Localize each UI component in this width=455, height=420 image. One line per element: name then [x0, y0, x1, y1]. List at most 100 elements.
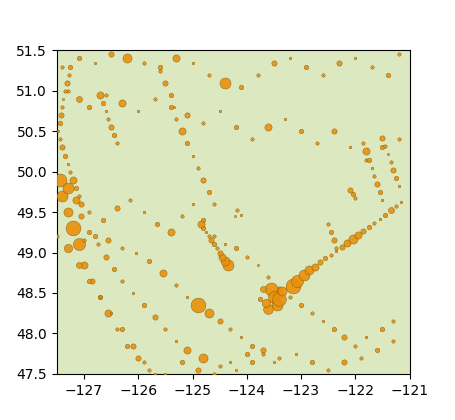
- Point: [259, 350, 267, 357]
- Point: [292, 350, 299, 357]
- Point: [211, 233, 218, 240]
- Point: [270, 59, 278, 66]
- Point: [99, 217, 106, 223]
- Point: [151, 314, 158, 320]
- Point: [211, 201, 218, 207]
- Point: [293, 278, 300, 284]
- Point: [162, 79, 169, 86]
- Point: [265, 273, 272, 280]
- Point: [129, 342, 136, 349]
- Point: [371, 172, 378, 179]
- Point: [376, 189, 383, 195]
- Point: [389, 338, 397, 345]
- Point: [327, 229, 334, 236]
- Point: [381, 211, 389, 218]
- Point: [64, 160, 71, 167]
- Point: [352, 55, 359, 62]
- Point: [96, 294, 104, 300]
- Point: [200, 225, 207, 232]
- Point: [389, 167, 397, 173]
- Point: [72, 184, 80, 191]
- Point: [349, 191, 356, 198]
- Point: [205, 233, 212, 240]
- Point: [118, 278, 126, 284]
- Point: [105, 237, 112, 244]
- Point: [113, 140, 120, 147]
- Point: [75, 241, 82, 248]
- Point: [211, 370, 218, 377]
- Point: [346, 187, 354, 194]
- Point: [81, 237, 88, 244]
- Point: [78, 213, 85, 220]
- Point: [243, 253, 250, 260]
- Point: [56, 120, 63, 126]
- Point: [118, 100, 126, 106]
- Point: [70, 225, 77, 232]
- Point: [316, 259, 324, 265]
- Point: [360, 140, 367, 147]
- Point: [59, 192, 66, 199]
- Point: [102, 92, 109, 98]
- Point: [59, 144, 66, 151]
- Point: [222, 79, 229, 86]
- Point: [248, 358, 256, 365]
- Point: [243, 350, 250, 357]
- Point: [124, 55, 131, 62]
- Point: [178, 358, 185, 365]
- Point: [368, 63, 375, 70]
- Point: [211, 241, 218, 248]
- Point: [86, 278, 93, 284]
- Point: [64, 87, 71, 94]
- Point: [371, 219, 378, 226]
- Point: [140, 209, 147, 215]
- Point: [110, 265, 117, 272]
- Point: [86, 229, 93, 236]
- Point: [94, 241, 101, 248]
- Point: [194, 366, 202, 373]
- Point: [379, 144, 386, 151]
- Point: [327, 252, 334, 258]
- Point: [216, 362, 223, 369]
- Point: [227, 358, 234, 365]
- Point: [213, 245, 221, 252]
- Point: [172, 281, 180, 288]
- Point: [60, 96, 67, 102]
- Point: [59, 63, 66, 70]
- Point: [330, 326, 337, 333]
- Point: [276, 286, 283, 292]
- Point: [65, 71, 72, 78]
- Point: [231, 213, 238, 220]
- Point: [259, 286, 267, 292]
- Point: [99, 100, 106, 106]
- Point: [172, 55, 180, 62]
- Point: [89, 278, 96, 284]
- Point: [75, 55, 82, 62]
- Point: [308, 310, 315, 317]
- Point: [368, 164, 375, 171]
- Point: [395, 136, 402, 143]
- Point: [200, 176, 207, 183]
- Point: [346, 144, 354, 151]
- Point: [338, 244, 345, 250]
- Point: [64, 209, 71, 215]
- Point: [162, 326, 169, 333]
- Point: [305, 267, 313, 274]
- Point: [154, 221, 161, 228]
- Point: [178, 213, 185, 220]
- Point: [172, 338, 180, 345]
- Point: [205, 189, 212, 195]
- Point: [110, 132, 117, 139]
- Point: [379, 326, 386, 333]
- Point: [333, 247, 340, 254]
- Point: [303, 63, 310, 70]
- Point: [248, 136, 256, 143]
- Point: [167, 92, 174, 98]
- Point: [341, 358, 348, 365]
- Point: [287, 55, 294, 62]
- Point: [107, 310, 115, 317]
- Point: [86, 209, 93, 215]
- Point: [254, 71, 261, 78]
- Point: [124, 342, 131, 349]
- Point: [64, 245, 71, 252]
- Point: [183, 294, 191, 300]
